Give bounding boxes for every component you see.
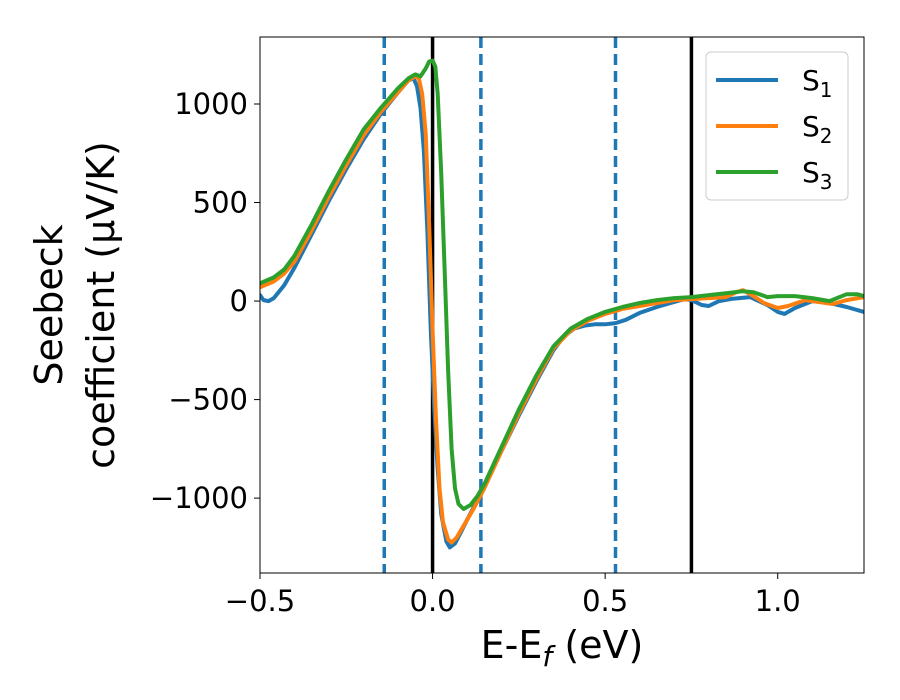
x-tick-label-0: −0.5 bbox=[225, 584, 295, 618]
y-axis-title-line2: coefficient (μV/K) bbox=[79, 141, 123, 469]
y-tick-label-0: −1000 bbox=[150, 481, 248, 515]
y-tick-label-4: 1000 bbox=[174, 87, 248, 121]
x-tick-label-2: 0.5 bbox=[582, 584, 628, 618]
x-tick-label-3: 1.0 bbox=[755, 584, 801, 618]
y-axis-title: Seebeck coefficient (μV/K) bbox=[27, 141, 123, 469]
legend-label-s3: S3 bbox=[802, 156, 833, 194]
x-tick-label-1: 0.0 bbox=[410, 584, 456, 618]
series-line-s3 bbox=[260, 58, 864, 511]
series-layer bbox=[260, 58, 864, 550]
legend-label-s1: S1 bbox=[802, 64, 833, 102]
y-axis-title-line1: Seebeck bbox=[27, 224, 71, 385]
legend-label-s2: S2 bbox=[802, 110, 833, 148]
y-tick-label-3: 500 bbox=[193, 186, 248, 220]
x-axis-title-unit: (eV) bbox=[552, 623, 643, 667]
plot-frame bbox=[259, 36, 865, 574]
y-tick-label-1: −500 bbox=[168, 383, 248, 417]
legend: S1 S2 S3 bbox=[705, 51, 849, 201]
x-axis-title: E-Ef (eV) bbox=[481, 623, 644, 673]
y-axis: −1000 −500 0 500 1000 bbox=[150, 87, 260, 515]
x-axis: −0.5 0.0 0.5 1.0 bbox=[225, 573, 801, 618]
y-tick-label-2: 0 bbox=[230, 284, 248, 318]
series-line-s2 bbox=[260, 74, 864, 545]
